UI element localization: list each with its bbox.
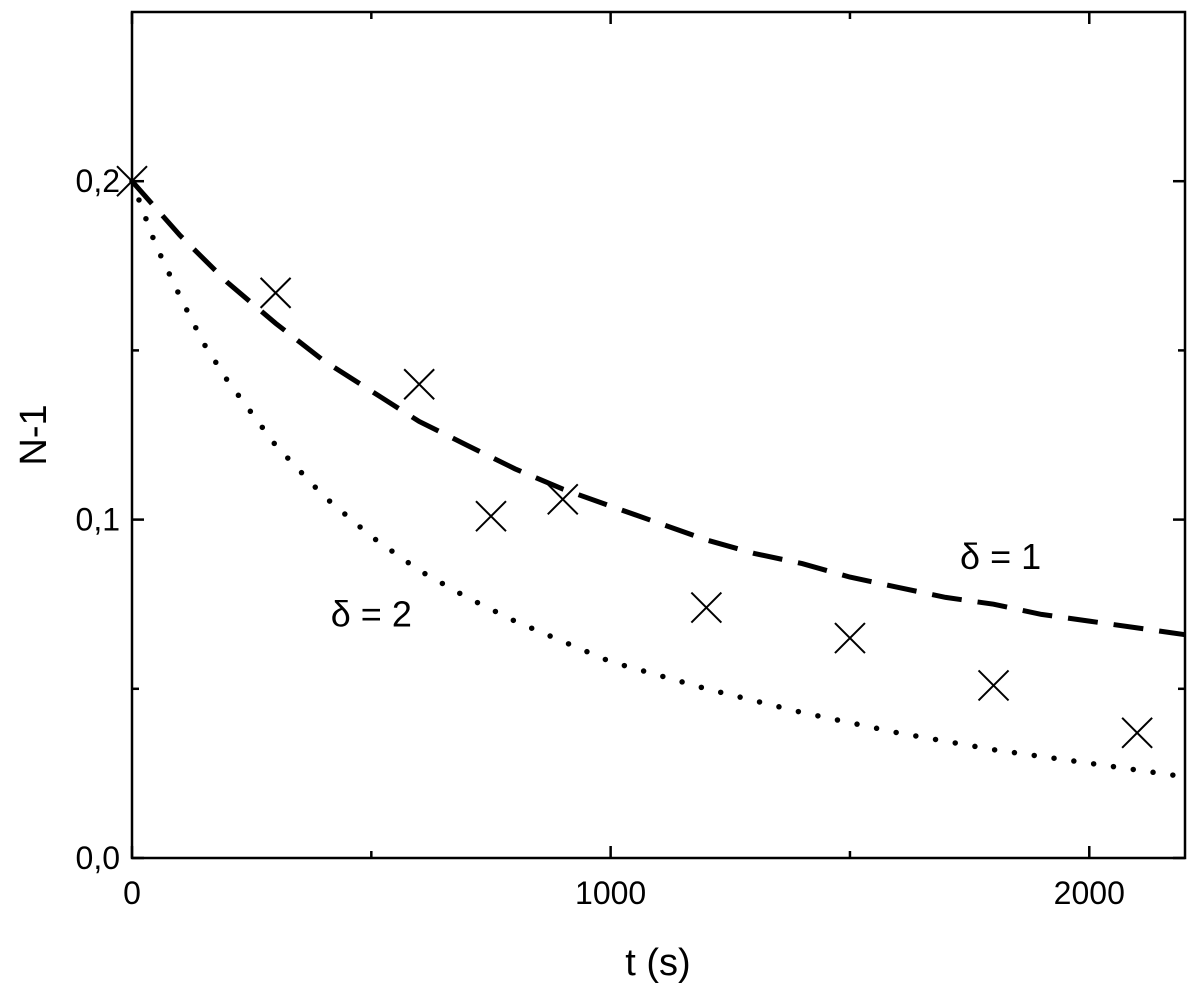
annotation-delta-1: δ = 1 bbox=[960, 536, 1041, 577]
cross-stroke bbox=[475, 500, 507, 532]
data-point-cross bbox=[259, 277, 292, 309]
x-axis-title: t (s) bbox=[625, 942, 690, 984]
cross-stroke bbox=[547, 483, 579, 516]
cross-stroke bbox=[977, 669, 1010, 702]
data-point-cross bbox=[977, 669, 1010, 702]
cross-stroke bbox=[834, 622, 866, 654]
cross-stroke bbox=[403, 368, 435, 400]
y-axis-title: N-1 bbox=[13, 404, 55, 465]
axis-ticks bbox=[130, 12, 1185, 860]
cross-stroke bbox=[116, 165, 148, 197]
data-point-cross bbox=[834, 622, 866, 654]
fit-curve-delta-2 bbox=[129, 178, 1188, 780]
tick-labels: 0 1000 2000 0,0 0,1 0,2 bbox=[76, 163, 1125, 911]
x-tick-label: 2000 bbox=[1054, 875, 1125, 911]
annotation-delta-2: δ = 2 bbox=[331, 593, 412, 634]
y-tick-label: 0,0 bbox=[76, 840, 120, 876]
data-point-cross bbox=[690, 591, 723, 624]
cross-stroke bbox=[690, 591, 723, 624]
data-point-cross bbox=[475, 500, 507, 532]
y-tick-label: 0,1 bbox=[76, 502, 120, 538]
data-point-cross bbox=[116, 165, 148, 197]
data-point-cross bbox=[1121, 717, 1153, 749]
cross-stroke bbox=[259, 277, 292, 309]
plot-frame bbox=[130, 10, 1187, 860]
cross-stroke bbox=[1121, 717, 1153, 749]
fit-curve-delta-1 bbox=[130, 179, 1186, 638]
y-tick-label: 0,2 bbox=[76, 163, 120, 199]
data-point-cross bbox=[403, 368, 435, 400]
x-tick-label: 0 bbox=[123, 875, 141, 911]
x-tick-label: 1000 bbox=[575, 875, 646, 911]
fit-curves bbox=[129, 178, 1188, 780]
data-markers bbox=[116, 165, 1153, 749]
data-point-cross bbox=[547, 483, 579, 516]
